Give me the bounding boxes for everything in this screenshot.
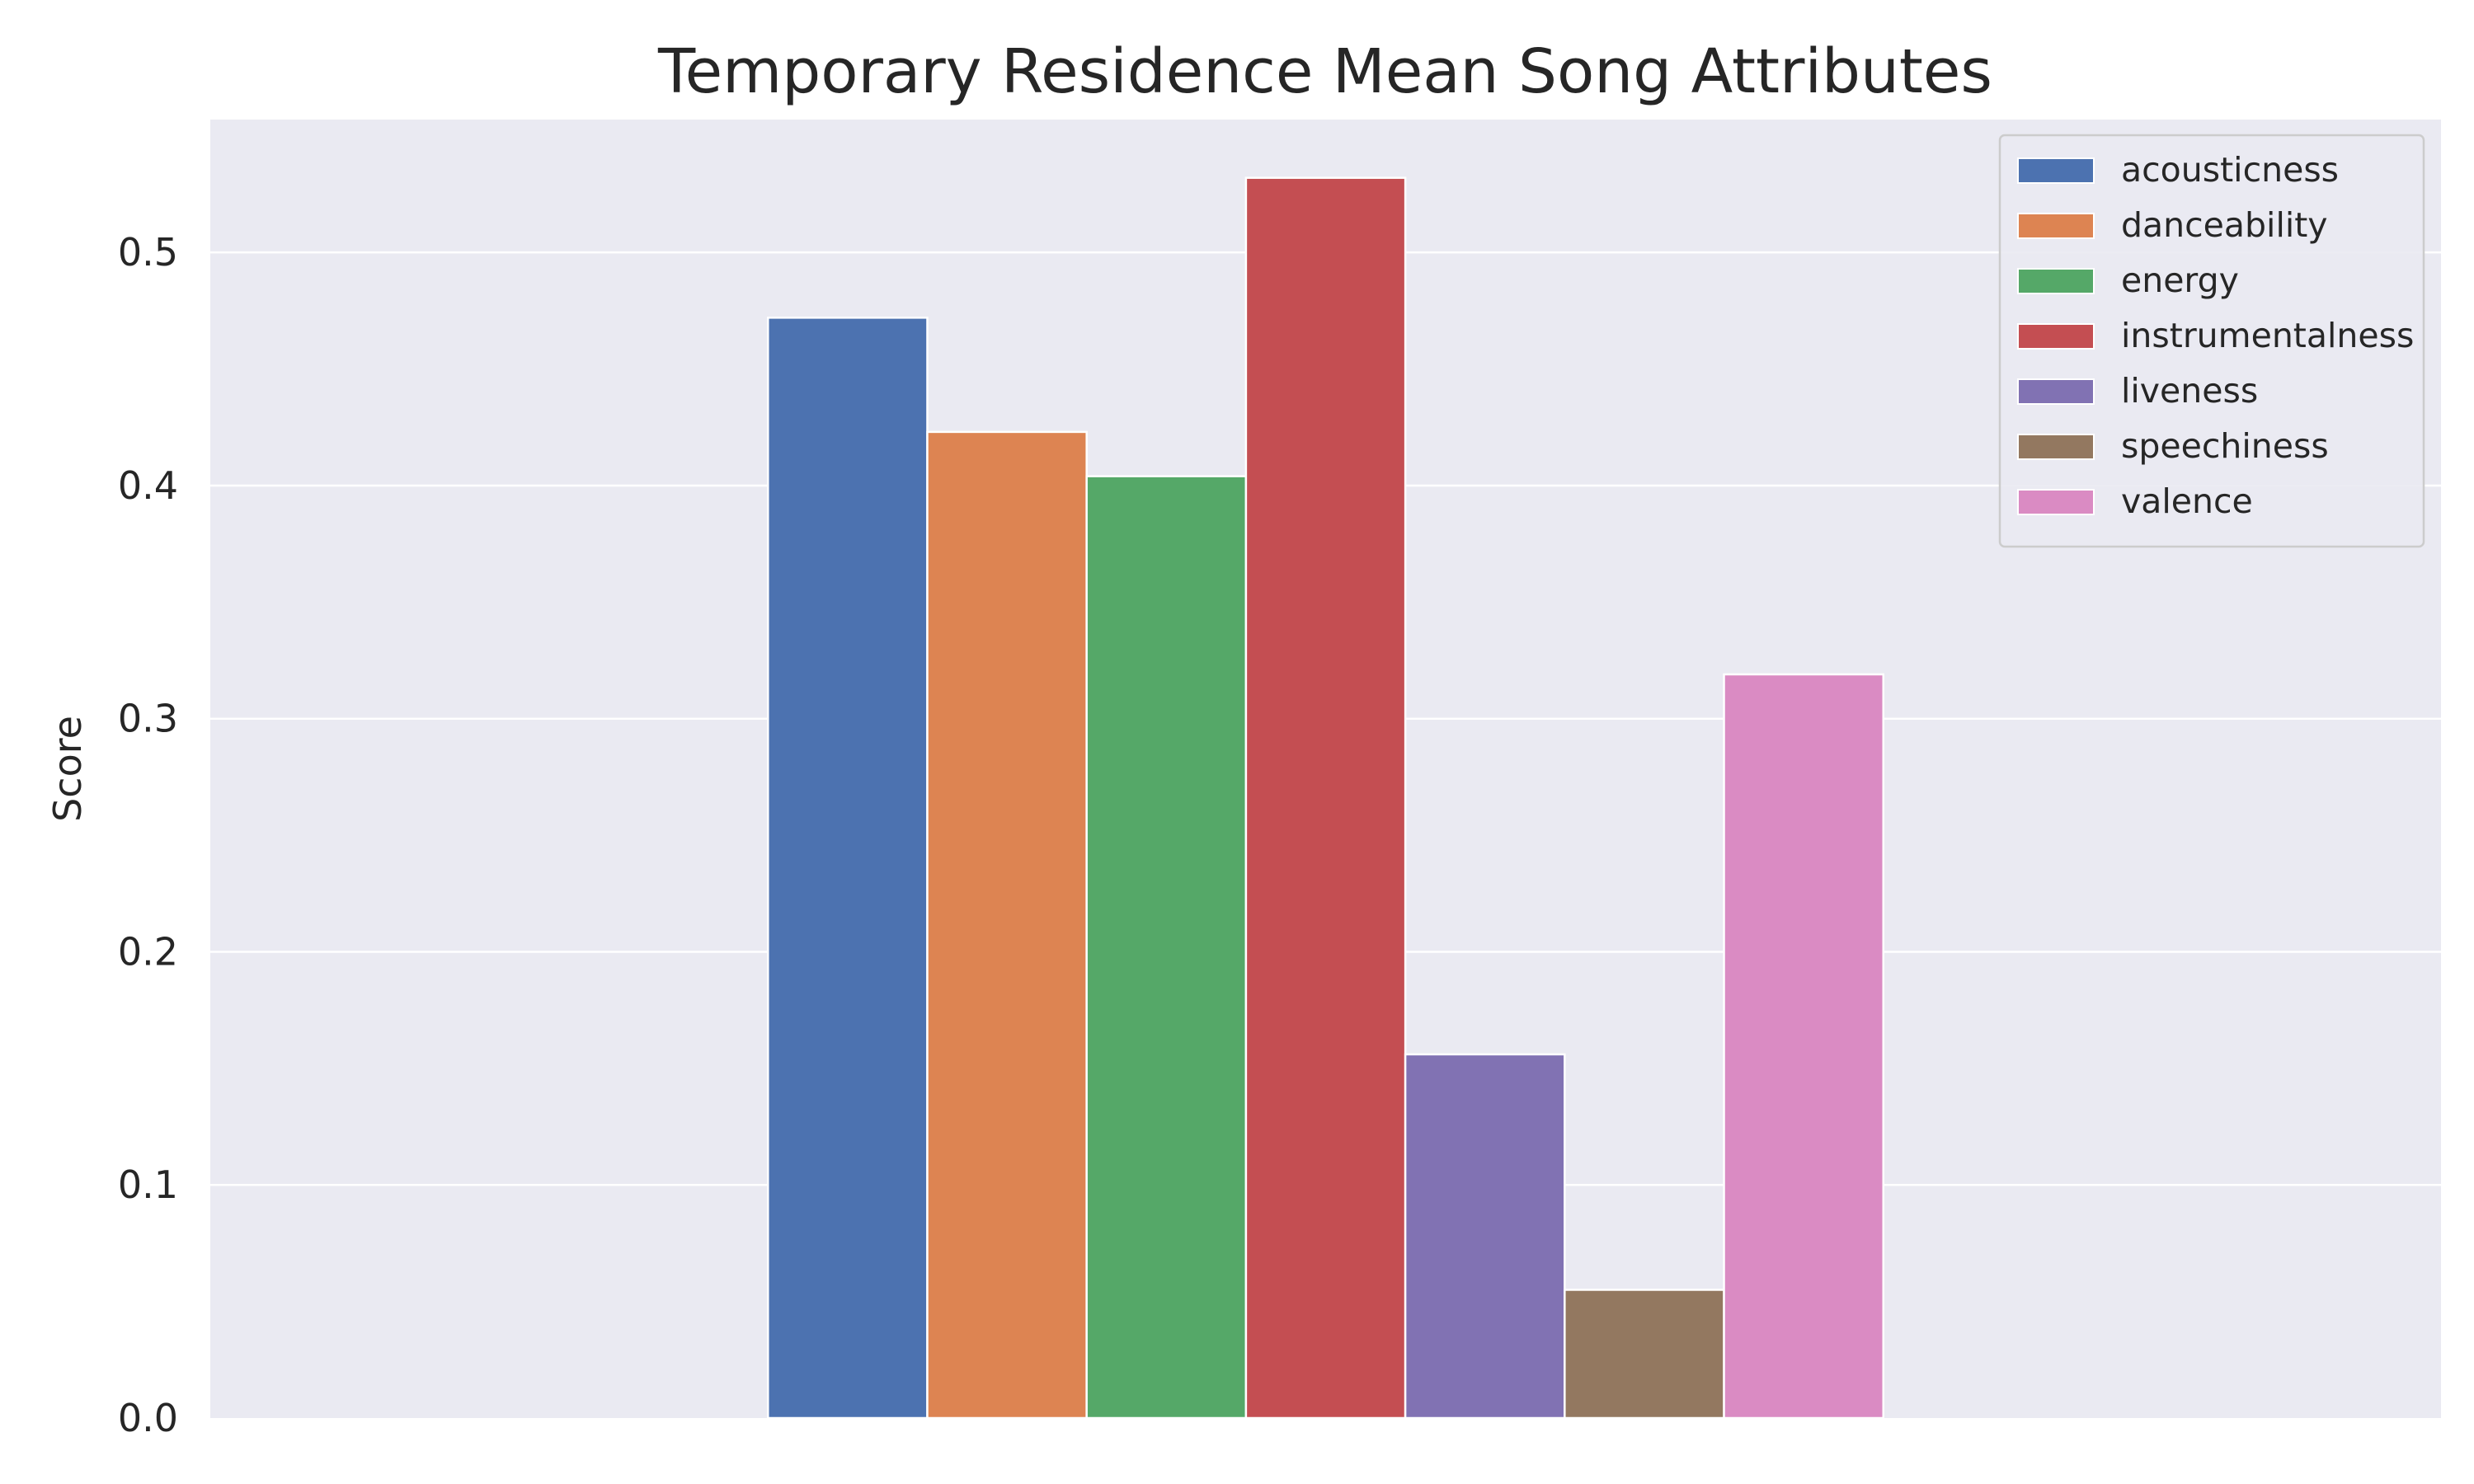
legend-label: acousticness [2121, 150, 2339, 190]
y-tick-label: 0.3 [118, 697, 178, 741]
bar-liveness [1404, 1053, 1566, 1420]
y-tick-label: 0.2 [118, 929, 178, 974]
y-axis-label: Score [45, 716, 90, 822]
legend-label: instrumentalness [2121, 316, 2414, 355]
legend-label: danceability [2121, 205, 2328, 245]
legend-label: valence [2121, 481, 2253, 521]
legend-swatch-valence [2017, 489, 2095, 515]
legend: acousticness danceability energy instrument… [1998, 134, 2425, 548]
legend-box [1998, 134, 2425, 548]
y-tick-label: 0.5 [118, 230, 178, 275]
legend-swatch-instrumentalness [2017, 323, 2095, 350]
legend-label: speechiness [2121, 426, 2329, 466]
y-axis-ticks: 0.0 0.1 0.2 0.3 0.4 0.5 [118, 230, 178, 1440]
chart-title: Temporary Residence Mean Song Attributes [657, 36, 1992, 107]
legend-swatch-liveness [2017, 378, 2095, 405]
bar-speechiness [1564, 1289, 1725, 1420]
bar-danceability [926, 430, 1088, 1420]
bar-energy [1085, 475, 1248, 1420]
legend-label: liveness [2121, 371, 2258, 411]
bars [767, 176, 1884, 1420]
legend-swatch-acousticness [2017, 157, 2095, 184]
legend-label: energy [2121, 261, 2239, 300]
bar-valence [1723, 673, 1884, 1420]
legend-swatch-speechiness [2017, 434, 2095, 460]
y-tick-label: 0.0 [118, 1396, 178, 1440]
y-tick-label: 0.4 [118, 463, 178, 508]
bar-acousticness [767, 317, 929, 1420]
y-tick-label: 0.1 [118, 1162, 178, 1207]
legend-items: acousticness danceability energy instrument… [2017, 150, 2414, 521]
legend-swatch-energy [2017, 268, 2095, 294]
bar-instrumentalness [1244, 176, 1407, 1420]
legend-swatch-danceability [2017, 213, 2095, 239]
